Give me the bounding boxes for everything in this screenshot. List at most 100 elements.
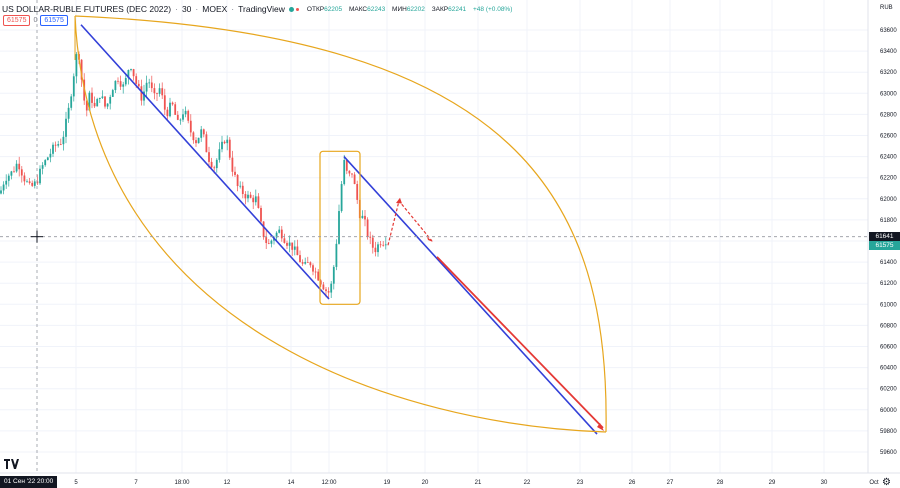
time-tick-label: 18:00 — [174, 480, 190, 486]
candle-body — [319, 280, 322, 285]
price-tick-label: 59600 — [880, 450, 897, 456]
candle-body — [93, 102, 96, 107]
candle-body — [2, 184, 5, 191]
price-tick-label: 63200 — [880, 70, 897, 76]
candle-body — [257, 196, 260, 209]
currency-label: RUB — [880, 5, 893, 11]
candle-body — [62, 136, 65, 145]
candle-body — [278, 229, 281, 233]
price-tick-label: 62000 — [880, 197, 897, 203]
candle-body — [361, 215, 364, 219]
candle-body — [317, 271, 320, 281]
candle-body — [189, 120, 192, 133]
price-tick-label: 59800 — [880, 429, 897, 435]
candle-body — [249, 194, 252, 198]
candle-body — [36, 181, 39, 184]
source-label: TradingView — [238, 4, 285, 14]
highlight-box — [319, 150, 361, 305]
candle-body — [114, 80, 117, 91]
crosshair-price-tag: 61641 — [869, 232, 900, 241]
candle-body — [351, 173, 353, 175]
candle-body — [39, 168, 41, 184]
price-tick-label: 62400 — [880, 155, 897, 161]
buy-price-button[interactable]: 61575 — [40, 15, 68, 26]
trade-buttons: 61575 0 61575 — [3, 15, 68, 26]
interval-label[interactable]: 30 — [181, 4, 192, 14]
candle-body — [309, 262, 312, 266]
price-tick-label: 61000 — [880, 302, 897, 308]
candle-body — [57, 144, 60, 146]
candle-body — [371, 237, 374, 248]
candle-body — [33, 181, 36, 186]
candle-body — [202, 129, 205, 135]
price-tick-label: 63600 — [880, 28, 897, 34]
time-tick-label: 26 — [629, 480, 636, 486]
candle-body — [291, 242, 294, 250]
candle-body — [343, 160, 346, 185]
candle-body — [85, 100, 88, 111]
time-tick-label: 27 — [667, 480, 674, 486]
time-axis[interactable]: 5 7 18:00 12 14 12:00 19 20 21 22 23 26 27 28 29 30 Oct — [0, 472, 900, 486]
candle-body — [322, 284, 325, 290]
tradingview-logo-icon[interactable] — [4, 459, 20, 472]
candle-body — [335, 243, 338, 267]
candle-body — [176, 114, 179, 120]
candle-body — [54, 144, 57, 146]
candle-body — [231, 157, 234, 172]
market-status-icon — [288, 6, 294, 12]
candle-body — [158, 88, 161, 94]
candle-body — [80, 59, 83, 80]
candle-body — [41, 165, 44, 169]
fib-arc-outer — [74, 15, 607, 433]
candle-body — [104, 96, 106, 107]
projection-line — [436, 256, 604, 429]
candle-body — [306, 262, 309, 263]
time-tick-label: 14 — [288, 480, 295, 486]
time-tick-label: 21 — [475, 480, 482, 486]
trend-line — [80, 24, 330, 300]
ohlc-readout: ОТКР62205 МАКС62243 МИН62202 ЗАКР62241 +… — [306, 5, 513, 13]
candle-body — [223, 141, 226, 144]
time-tick-label: 12 — [224, 480, 231, 486]
candle-body — [122, 84, 125, 87]
price-axis[interactable]: RUB 59600 59800 60000 60200 60400 60600 60800 61… — [867, 0, 897, 473]
candle-body — [59, 144, 62, 145]
time-tick-label: Oct — [869, 480, 879, 486]
candle-body — [210, 161, 213, 168]
candle-body — [314, 271, 317, 273]
sell-price-button[interactable]: 61575 — [3, 15, 31, 26]
price-tick-label: 62200 — [880, 176, 897, 182]
candle-body — [20, 169, 23, 176]
candle-body — [174, 104, 177, 115]
candle-body — [325, 289, 327, 292]
time-tick-label: 28 — [717, 480, 724, 486]
gear-icon[interactable]: ⚙ — [882, 477, 891, 488]
candle-body — [106, 103, 109, 107]
candle-body — [130, 69, 132, 71]
candle-body — [304, 262, 307, 264]
time-tick-label: 22 — [524, 480, 531, 486]
symbol-title[interactable]: US DOLLAR-RUBLE FUTURES (DEC 2022) — [2, 4, 172, 14]
candle-body — [236, 174, 239, 187]
candle-body — [179, 119, 182, 121]
time-tick-label: 19 — [384, 480, 391, 486]
candle-body — [96, 99, 99, 107]
time-tick-label: 12:00 — [321, 480, 337, 486]
candle-body — [366, 219, 369, 237]
candle-body — [332, 266, 335, 284]
candle-body — [200, 129, 203, 138]
candle-body — [161, 88, 164, 96]
candle-body — [254, 196, 257, 203]
candle-body — [67, 107, 70, 119]
price-tick-label: 63000 — [880, 91, 897, 97]
projection-arrowhead — [597, 422, 604, 431]
candle-body — [296, 246, 299, 256]
candle-body — [374, 247, 377, 253]
price-tick-label: 60400 — [880, 366, 897, 372]
candle-body — [377, 244, 379, 253]
candle-body — [338, 211, 340, 244]
price-tick-label: 62600 — [880, 134, 897, 140]
candle-body — [275, 232, 278, 238]
time-tick-label: 7 — [134, 480, 138, 486]
